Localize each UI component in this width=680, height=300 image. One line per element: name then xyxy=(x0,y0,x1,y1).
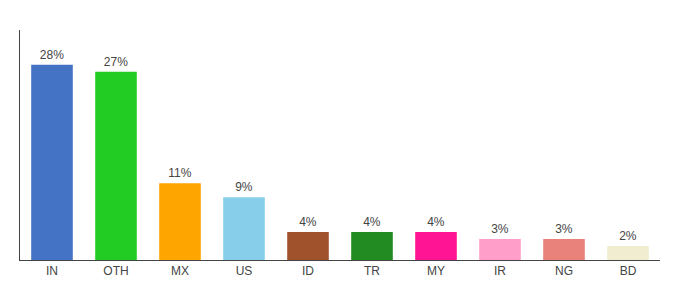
svg-text:US: US xyxy=(236,264,253,278)
svg-text:TR: TR xyxy=(364,264,380,278)
svg-text:4%: 4% xyxy=(427,215,445,229)
svg-text:IN: IN xyxy=(46,264,58,278)
svg-text:BD: BD xyxy=(620,264,637,278)
svg-text:11%: 11% xyxy=(168,166,191,180)
svg-text:4%: 4% xyxy=(363,215,381,229)
svg-text:28%: 28% xyxy=(40,48,64,62)
svg-text:9%: 9% xyxy=(235,180,253,194)
svg-text:IR: IR xyxy=(494,264,506,278)
svg-text:2%: 2% xyxy=(619,229,637,243)
svg-text:NG: NG xyxy=(555,264,573,278)
svg-text:3%: 3% xyxy=(491,222,509,236)
svg-text:ID: ID xyxy=(302,264,314,278)
svg-text:MY: MY xyxy=(427,264,445,278)
svg-text:3%: 3% xyxy=(555,222,573,236)
svg-text:MX: MX xyxy=(171,264,189,278)
svg-text:4%: 4% xyxy=(299,215,317,229)
svg-text:OTH: OTH xyxy=(103,264,128,278)
svg-text:27%: 27% xyxy=(104,55,128,69)
